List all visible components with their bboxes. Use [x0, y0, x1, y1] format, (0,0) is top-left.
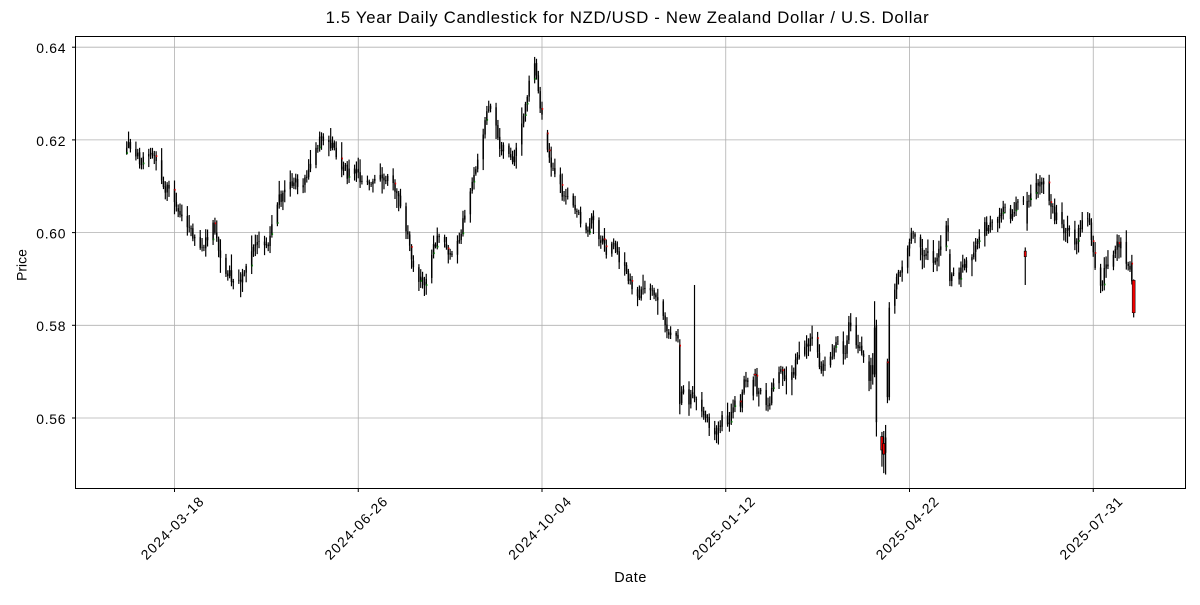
svg-text:0.58: 0.58 — [36, 318, 66, 334]
svg-text:Price: Price — [14, 249, 30, 281]
svg-text:Date: Date — [614, 570, 647, 586]
svg-text:0.60: 0.60 — [36, 226, 66, 242]
svg-text:0.62: 0.62 — [36, 133, 66, 149]
svg-text:0.64: 0.64 — [36, 40, 66, 56]
svg-text:0.56: 0.56 — [36, 411, 66, 427]
svg-text:1.5 Year Daily Candlestick for: 1.5 Year Daily Candlestick for NZD/USD -… — [326, 8, 930, 27]
